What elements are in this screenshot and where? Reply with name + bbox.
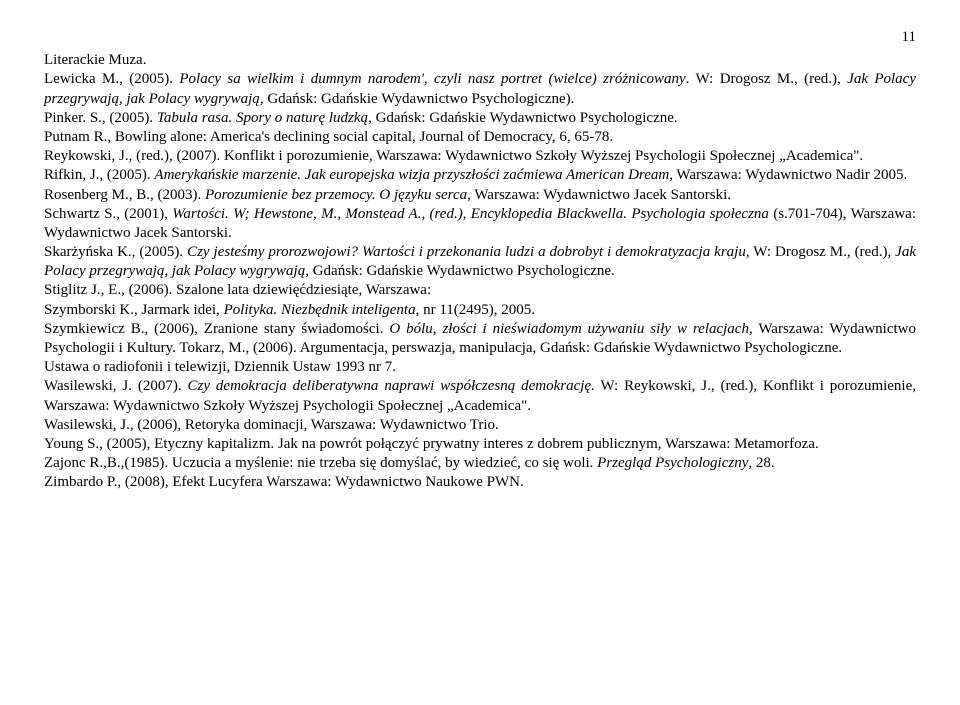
text-segment: Literackie Muza.: [44, 52, 146, 68]
bibliography-entry: Wasilewski, J., (2006), Retoryka dominac…: [44, 416, 916, 435]
italic-segment: Czy demokracja deliberatywna naprawi wsp…: [188, 378, 595, 394]
text-segment: Gdańsk: Gdańskie Wydawnictwo Psychologic…: [309, 263, 615, 279]
text-segment: Stiglitz J., E., (2006). Szalone lata dz…: [44, 282, 431, 298]
text-segment: Schwartz S., (2001),: [44, 206, 172, 222]
bibliography-entry: Schwartz S., (2001), Wartości. W; Hewsto…: [44, 205, 916, 243]
bibliography-entry: Reykowski, J., (red.), (2007). Konflikt …: [44, 147, 916, 166]
bibliography-entry: Wasilewski, J. (2007). Czy demokracja de…: [44, 377, 916, 415]
italic-segment: O bólu, złości i nieświadomym używaniu s…: [389, 321, 749, 337]
italic-segment: Przegląd Psychologiczny: [597, 455, 748, 471]
bibliography-entry: Rosenberg M., B., (2003). Porozumienie b…: [44, 186, 916, 205]
italic-segment: Czy jesteśmy prorozwojowi? Wartości i pr…: [187, 244, 750, 260]
text-segment: , Gdańsk: Gdańskie Wydawnictwo Psycholog…: [368, 110, 678, 126]
bibliography-entry: Young S., (2005), Etyczny kapitalizm. Ja…: [44, 435, 916, 454]
italic-segment: Porozumienie bez przemocy. O języku serc…: [205, 187, 467, 203]
bibliography-entry: Putnam R., Bowling alone: America's decl…: [44, 128, 916, 147]
bibliography-entry: Pinker. S., (2005). Tabula rasa. Spory o…: [44, 109, 916, 128]
text-segment: , Warszawa: Wydawnictwo Nadir 2005.: [669, 167, 907, 183]
bibliography-entry: Literackie Muza.: [44, 51, 916, 70]
bibliography-entry: Szymkiewicz B., (2006), Zranione stany ś…: [44, 320, 916, 358]
italic-segment: Amerykańskie marzenie. Jak europejska wi…: [154, 167, 669, 183]
text-segment: Szymkiewicz B., (2006), Zranione stany ś…: [44, 321, 389, 337]
text-segment: , Warszawa: Wydawnictwo Jacek Santorski.: [467, 187, 731, 203]
text-segment: Wasilewski, J. (2007).: [44, 378, 188, 394]
bibliography-entry: Ustawa o radiofonii i telewizji, Dzienni…: [44, 358, 916, 377]
text-segment: Putnam R., Bowling alone: America's decl…: [44, 129, 613, 145]
text-segment: Lewicka M., (2005).: [44, 71, 179, 87]
text-segment: . W: Drogosz M., (red.),: [686, 71, 847, 87]
bibliography-entry: Zimbardo P., (2008), Efekt Lucyfera Wars…: [44, 473, 916, 492]
text-segment: Skarżyńska K., (2005).: [44, 244, 187, 260]
italic-segment: Tabula rasa. Spory o naturę ludzką: [157, 110, 368, 126]
page-number: 11: [44, 28, 916, 47]
text-segment: Young S., (2005), Etyczny kapitalizm. Ja…: [44, 436, 819, 452]
text-segment: Pinker. S., (2005).: [44, 110, 157, 126]
text-segment: Wasilewski, J., (2006), Retoryka dominac…: [44, 417, 499, 433]
italic-segment: Polityka. Niezbędnik inteligenta: [224, 302, 416, 318]
italic-segment: Polacy sa wielkim i dumnym narodem', czy…: [179, 71, 685, 87]
italic-segment: Wartości. W; Hewstone, M., Monstead A., …: [172, 206, 769, 222]
bibliography: Literackie Muza. Lewicka M., (2005). Pola…: [44, 51, 916, 492]
bibliography-entry: Stiglitz J., E., (2006). Szalone lata dz…: [44, 281, 916, 300]
text-segment: Szymborski K., Jarmark idei,: [44, 302, 224, 318]
bibliography-entry: Lewicka M., (2005). Polacy sa wielkim i …: [44, 70, 916, 108]
text-segment: Rifkin, J., (2005).: [44, 167, 154, 183]
text-segment: Zimbardo P., (2008), Efekt Lucyfera Wars…: [44, 474, 524, 490]
text-segment: , Gdańsk: Gdańskie Wydawnictwo Psycholog…: [260, 91, 575, 107]
text-segment: Rosenberg M., B., (2003).: [44, 187, 205, 203]
text-segment: Ustawa o radiofonii i telewizji, Dzienni…: [44, 359, 396, 375]
bibliography-entry: Zajonc R.,B.,(1985). Uczucia a myślenie:…: [44, 454, 916, 473]
text-segment: Reykowski, J., (red.), (2007). Konflikt …: [44, 148, 863, 164]
bibliography-entry: Rifkin, J., (2005). Amerykańskie marzeni…: [44, 166, 916, 185]
bibliography-entry: Szymborski K., Jarmark idei, Polityka. N…: [44, 301, 916, 320]
text-segment: Zajonc R.,B.,(1985). Uczucia a myślenie:…: [44, 455, 597, 471]
text-segment: W: Drogosz M., (red.),: [750, 244, 896, 260]
bibliography-entry: Skarżyńska K., (2005). Czy jesteśmy pror…: [44, 243, 916, 281]
text-segment: , 28.: [748, 455, 774, 471]
text-segment: , nr 11(2495), 2005.: [416, 302, 535, 318]
